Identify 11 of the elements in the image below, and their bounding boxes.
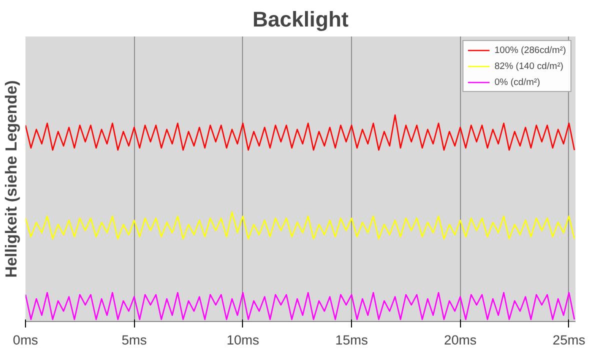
legend-label: 0% (cd/m²) (494, 77, 540, 87)
x-tick-label: 0ms (12, 332, 38, 348)
legend-label: 82% (140 cd/m²) (494, 61, 564, 71)
x-tick-label: 15ms (335, 332, 368, 348)
x-tick-label: 5ms (122, 332, 148, 348)
chart-title: Backlight (252, 8, 348, 32)
x-tick-label: 25ms (552, 332, 586, 348)
x-tick-label: 10ms (226, 332, 260, 348)
legend-label: 100% (286cd/m²) (494, 45, 566, 55)
y-axis-title: Helligkeit (siehe Legende) (4, 80, 20, 278)
x-tick-label: 20ms (444, 332, 477, 348)
